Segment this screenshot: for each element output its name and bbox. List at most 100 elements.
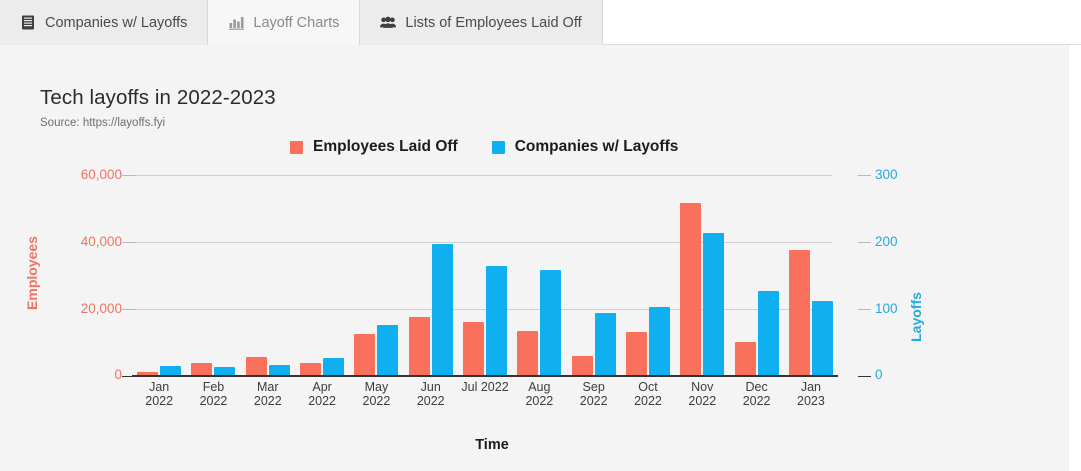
bar-companies[interactable] — [377, 325, 399, 375]
y-tickmark-left-0 — [122, 376, 135, 377]
bar-group — [186, 175, 240, 375]
bar-companies[interactable] — [648, 307, 670, 375]
y-tick-right-100: 100 — [875, 301, 898, 316]
tab-companies-w-layoffs[interactable]: Companies w/ Layoffs — [0, 0, 209, 45]
x-axis-tick-label: Apr 2022 — [308, 380, 336, 408]
bar-group — [567, 175, 621, 375]
tab-label: Lists of Employees Laid Off — [405, 14, 582, 31]
bar-group — [295, 175, 349, 375]
legend-swatch-employees — [290, 140, 303, 154]
bar-employees[interactable] — [734, 342, 756, 375]
bar-companies[interactable] — [431, 243, 453, 375]
y-tickmark-right-0 — [858, 376, 871, 377]
bar-companies[interactable] — [486, 266, 508, 375]
tab-layoff-charts[interactable]: Layoff Charts — [208, 0, 361, 45]
bar-companies[interactable] — [594, 313, 616, 375]
y-axis-left-title: Employees — [24, 236, 40, 310]
bar-employees[interactable] — [191, 363, 213, 375]
x-axis-tick-label: Dec 2022 — [742, 380, 771, 408]
bar-group — [621, 175, 675, 375]
legend-swatch-companies — [491, 140, 505, 154]
bar-companies[interactable] — [214, 367, 236, 375]
y-tick-left-40000: 40,000 — [80, 234, 122, 249]
bar-group — [729, 175, 783, 375]
y-tickmark-right-300 — [858, 175, 871, 176]
legend-label: Companies w/ Layoffs — [514, 138, 679, 155]
chart-title: Tech layoffs in 2022-2023 — [40, 86, 276, 109]
panel-right-gutter — [1069, 45, 1081, 471]
y-axis-left: 60,000 40,000 20,000 0 — [60, 45, 135, 471]
bar-employees[interactable] — [300, 362, 322, 375]
bar-group — [512, 175, 566, 375]
gridline-20000 — [132, 309, 832, 310]
x-axis-tick-label: Sep 2022 — [579, 380, 608, 408]
y-axis-right-title: Layoffs — [908, 292, 924, 342]
y-tick-left-60000: 60,000 — [80, 167, 122, 182]
x-axis-tick-label: Jul 2022 — [461, 380, 509, 394]
x-axis-tick-label: May 2022 — [362, 380, 391, 408]
y-tick-right-300: 300 — [875, 167, 898, 182]
bar-group — [132, 175, 186, 375]
axis-baseline — [132, 375, 838, 377]
server-list-icon — [20, 15, 36, 31]
y-tickmark-left-40000 — [122, 242, 135, 243]
tab-label: Layoff Charts — [253, 14, 340, 31]
bar-companies[interactable] — [811, 301, 833, 375]
people-group-icon — [380, 15, 397, 31]
legend-item-companies[interactable]: Companies w/ Layoffs — [491, 138, 679, 156]
x-axis-tick-label: Feb 2022 — [199, 380, 228, 408]
tab-bar-filler — [602, 0, 1081, 44]
bar-employees[interactable] — [571, 356, 593, 375]
chart-panel: Tech layoffs in 2022-2023 Source: https:… — [0, 45, 1069, 471]
bar-employees[interactable] — [137, 371, 159, 375]
y-tick-left-0: 0 — [114, 367, 122, 382]
tab-label: Companies w/ Layoffs — [45, 14, 188, 31]
chart-subtitle-source: Source: https://layoffs.fyi — [40, 117, 166, 129]
bar-employees[interactable] — [463, 321, 485, 375]
y-tickmark-left-60000 — [122, 175, 135, 176]
legend-item-employees[interactable]: Employees Laid Off — [290, 138, 458, 156]
y-tick-right-200: 200 — [875, 234, 898, 249]
bar-employees[interactable] — [245, 356, 267, 375]
x-axis-title: Time — [475, 437, 509, 453]
bar-employees[interactable] — [408, 316, 430, 375]
x-axis-tick-label: Nov 2022 — [688, 380, 717, 408]
bar-companies[interactable] — [540, 269, 562, 375]
bar-companies[interactable] — [268, 365, 290, 375]
bar-companies[interactable] — [757, 291, 779, 375]
gridline-60000 — [132, 175, 832, 176]
x-axis-tick-label: Jun 2022 — [416, 380, 445, 408]
bar-group — [404, 175, 458, 375]
tab-lists-of-employees-laid-off[interactable]: Lists of Employees Laid Off — [360, 0, 603, 45]
bar-companies[interactable] — [323, 358, 345, 375]
y-tickmark-right-100 — [858, 309, 871, 310]
bar-employees[interactable] — [625, 331, 647, 375]
tab-bar: Companies w/ Layoffs Layoff Charts — [0, 0, 1081, 45]
x-axis-labels: Jan 2022 Feb 2022 Mar 2022 Apr 2022 May 2022 Jun 20… — [132, 380, 838, 408]
bar-employees[interactable] — [680, 202, 702, 375]
x-axis-tick-label: Mar 2022 — [253, 380, 282, 408]
y-tick-right-0: 0 — [875, 367, 883, 382]
bar-employees[interactable] — [354, 333, 376, 375]
bar-companies[interactable] — [703, 233, 725, 375]
bar-group — [784, 175, 838, 375]
x-axis-tick-label: Oct 2022 — [634, 380, 662, 408]
legend-label: Employees Laid Off — [313, 138, 458, 155]
gridline-40000 — [132, 242, 832, 243]
x-axis-tick-label: Jan 2022 — [145, 380, 174, 408]
bar-employees[interactable] — [517, 330, 539, 375]
bar-group — [675, 175, 729, 375]
chart-legend: Employees Laid Off Companies w/ Layoffs — [290, 138, 678, 156]
bar-group — [349, 175, 403, 375]
bars-container — [132, 175, 838, 375]
y-tickmark-left-20000 — [122, 309, 135, 310]
chart-plot-area: 60,000 40,000 20,000 0 300 200 100 0 Emp… — [0, 45, 1069, 471]
bar-chart-icon — [228, 15, 244, 31]
bar-employees[interactable] — [788, 250, 810, 375]
x-axis-tick-label: Jan 2023 — [797, 380, 825, 408]
y-tickmark-right-200 — [858, 242, 871, 243]
bar-companies[interactable] — [160, 366, 182, 375]
bar-group — [241, 175, 295, 375]
y-tick-left-20000: 20,000 — [80, 301, 122, 316]
bar-group — [458, 175, 512, 375]
